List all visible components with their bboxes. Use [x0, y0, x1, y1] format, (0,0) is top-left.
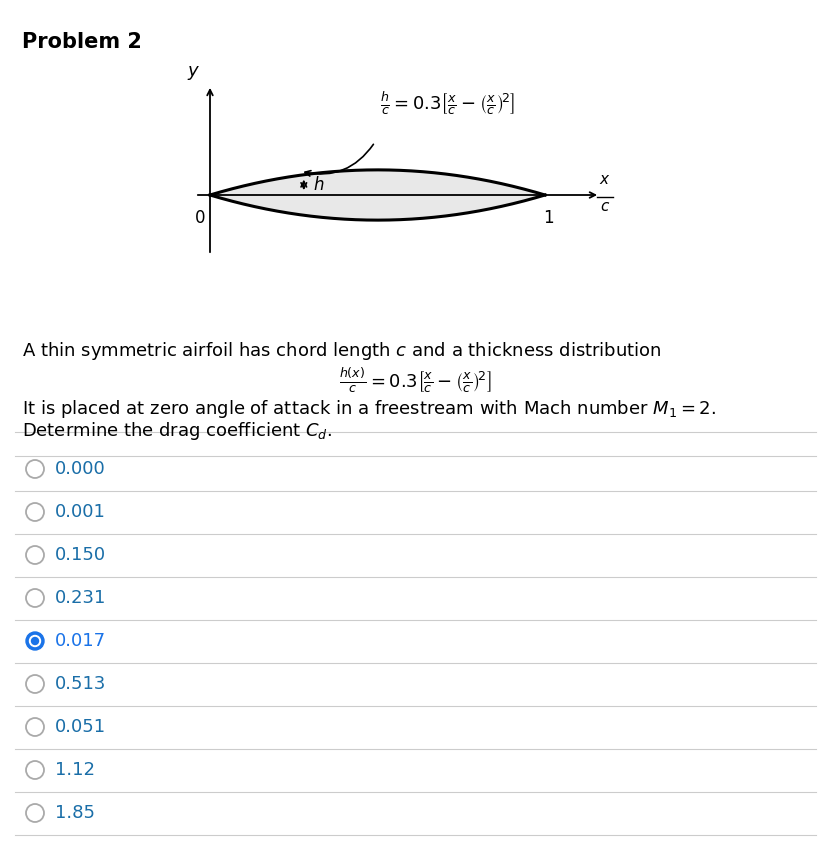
Text: It is placed at zero angle of attack in a freestream with Mach number $M_1 = 2$.: It is placed at zero angle of attack in …	[22, 398, 716, 420]
Circle shape	[29, 636, 41, 646]
Text: 1.85: 1.85	[55, 804, 95, 822]
Text: $\frac{h(x)}{c} = 0.3\left[\frac{x}{c} - \left(\frac{x}{c}\right)^{\!2}\right]$: $\frac{h(x)}{c} = 0.3\left[\frac{x}{c} -…	[339, 367, 491, 396]
Text: Determine the drag coefficient $C_d$.: Determine the drag coefficient $C_d$.	[22, 420, 332, 442]
Text: 0: 0	[194, 209, 205, 227]
Text: 0.513: 0.513	[55, 675, 106, 693]
Text: Problem 2: Problem 2	[22, 32, 142, 52]
Text: 0.231: 0.231	[55, 589, 106, 607]
Text: 0.150: 0.150	[55, 546, 106, 564]
Circle shape	[26, 632, 44, 650]
Polygon shape	[210, 170, 545, 220]
Text: $y$: $y$	[187, 64, 200, 82]
Text: 1: 1	[543, 209, 553, 227]
Text: $h$: $h$	[312, 176, 324, 194]
Text: 0.000: 0.000	[55, 460, 106, 478]
Text: A thin symmetric airfoil has chord length $c$ and a thickness distribution: A thin symmetric airfoil has chord lengt…	[22, 340, 661, 362]
Text: $x$: $x$	[599, 172, 611, 187]
Text: 0.051: 0.051	[55, 718, 106, 736]
Text: 0.001: 0.001	[55, 503, 106, 521]
Circle shape	[32, 638, 38, 644]
Text: $c$: $c$	[600, 199, 610, 214]
Text: 0.017: 0.017	[55, 632, 106, 650]
Text: $\frac{h}{c}= 0.3\left[\frac{x}{c}-\left(\frac{x}{c}\right)^{\!2}\right]$: $\frac{h}{c}= 0.3\left[\frac{x}{c}-\left…	[380, 90, 515, 117]
Text: 1.12: 1.12	[55, 761, 95, 779]
